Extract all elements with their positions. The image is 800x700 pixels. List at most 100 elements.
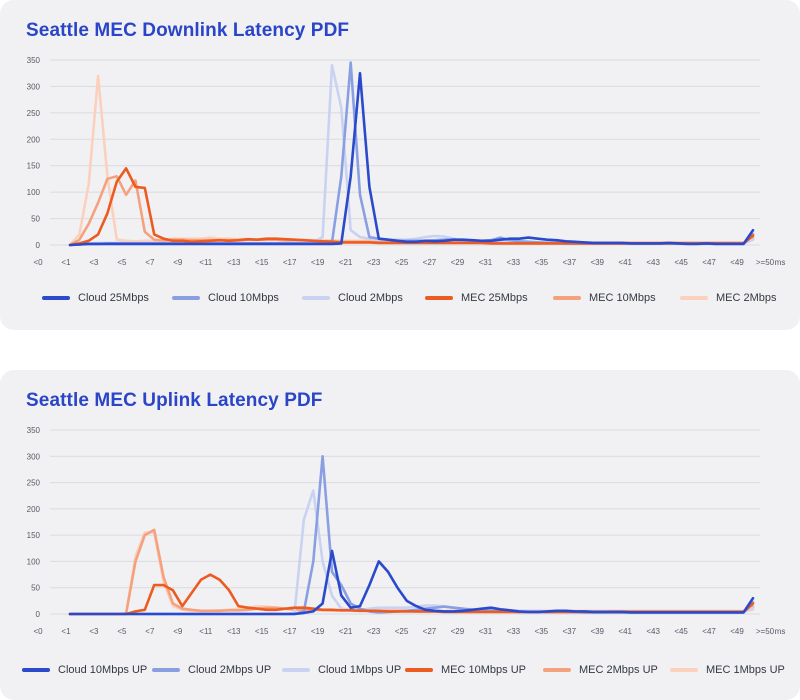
legend-swatch — [405, 668, 433, 672]
x-tick-label: <45 — [674, 258, 688, 267]
x-tick-label: <0 — [33, 258, 43, 267]
series-line-mec-25mbps — [68, 167, 755, 247]
legend-label: Cloud 25Mbps — [78, 292, 149, 304]
legend-item: MEC 10Mbps UP — [405, 662, 526, 678]
x-tick-label: <39 — [590, 258, 604, 267]
x-tick-label: <25 — [395, 627, 409, 636]
y-tick-label: 50 — [31, 215, 40, 224]
legend-item: Cloud 2Mbps — [302, 290, 403, 306]
x-tick-label: <5 — [117, 627, 127, 636]
legend-label: MEC 10Mbps UP — [441, 664, 526, 676]
x-tick-label: <35 — [535, 258, 549, 267]
x-tick-label: <25 — [395, 258, 409, 267]
y-tick-label: 0 — [36, 610, 41, 619]
y-tick-label: 100 — [27, 188, 41, 197]
legend-label: Cloud 10Mbps — [208, 292, 279, 304]
x-tick-label: <11 — [199, 627, 213, 636]
legend-label: MEC 2Mbps — [716, 292, 777, 304]
x-tick-label: <21 — [339, 627, 353, 636]
x-tick-label: <37 — [562, 258, 576, 267]
y-tick-label: 50 — [31, 584, 40, 593]
x-tick-label: <27 — [423, 258, 437, 267]
x-tick-label: <15 — [255, 627, 269, 636]
x-tick-label: <33 — [507, 627, 521, 636]
x-tick-label: <23 — [367, 258, 381, 267]
x-tick-label: >=50 — [756, 258, 775, 267]
x-tick-label: >=50 — [756, 627, 775, 636]
legend-item: Cloud 1Mbps UP — [282, 662, 401, 678]
y-tick-label: 350 — [27, 56, 41, 65]
legend-label: MEC 2Mbps UP — [579, 664, 658, 676]
x-tick-label: <29 — [451, 258, 465, 267]
series-line-mec-2mbps — [68, 74, 755, 247]
x-tick-label: <9 — [173, 258, 183, 267]
x-tick-label: <43 — [646, 258, 660, 267]
legend-swatch — [152, 668, 180, 672]
y-tick-label: 200 — [27, 505, 41, 514]
x-tick-label: <17 — [283, 258, 297, 267]
x-tick-label: <33 — [507, 258, 521, 267]
legend-swatch — [680, 296, 708, 300]
x-tick-label: <47 — [702, 258, 716, 267]
x-tick-label: <49 — [730, 258, 744, 267]
series-line-mec-10mbps — [68, 175, 755, 247]
legend-label: Cloud 1Mbps UP — [318, 664, 402, 676]
legend-item: Cloud 10Mbps — [172, 290, 279, 306]
x-tick-label: <15 — [255, 258, 269, 267]
x-unit-label: ms — [775, 627, 786, 636]
legend-label: Cloud 2Mbps — [338, 292, 403, 304]
x-tick-label: <1 — [61, 258, 71, 267]
legend-swatch — [553, 296, 581, 300]
legend-item: MEC 10Mbps — [553, 290, 656, 306]
y-tick-label: 350 — [27, 426, 41, 435]
legend-item: MEC 25Mbps — [425, 290, 528, 306]
legend-label: MEC 10Mbps — [589, 292, 656, 304]
uplink-chart-panel: Seattle MEC Uplink Latency PDF 0 50 100 150… — [0, 370, 800, 700]
x-tick-label: <11 — [199, 258, 213, 267]
series-line-cloud-25mbps — [68, 71, 755, 247]
x-tick-label: <13 — [227, 627, 241, 636]
y-tick-label: 0 — [36, 241, 41, 250]
x-tick-label: <5 — [117, 258, 127, 267]
x-tick-label: <41 — [618, 627, 632, 636]
downlink-chart-title: Seattle MEC Downlink Latency PDF — [26, 20, 350, 41]
legend-label: MEC 25Mbps — [461, 292, 528, 304]
y-tick-label: 300 — [27, 452, 41, 461]
x-tick-label: <17 — [283, 627, 297, 636]
legend-swatch — [670, 668, 698, 672]
series-line-mec-2mbps-up — [68, 528, 755, 616]
y-tick-label: 100 — [27, 557, 41, 566]
uplink-chart-title: Seattle MEC Uplink Latency PDF — [26, 390, 323, 411]
legend-item: MEC 1Mbps UP — [670, 662, 785, 678]
x-tick-label: <3 — [89, 258, 99, 267]
legend-swatch — [302, 296, 330, 300]
x-tick-label: <37 — [562, 627, 576, 636]
legend-swatch — [22, 668, 50, 672]
series-line-cloud-2mbps — [68, 64, 755, 247]
legend-swatch — [42, 296, 70, 300]
uplink-chart: 0 50 100 150 200 250 300 350 <0 <1 <3 <5 <7 <9 <11 <13 <… — [27, 426, 786, 636]
x-tick-label: <19 — [311, 627, 325, 636]
y-tick-label: 250 — [27, 109, 41, 118]
x-tick-label: <47 — [702, 627, 716, 636]
legend-swatch — [425, 296, 453, 300]
legend-label: Cloud 2Mbps UP — [188, 664, 272, 676]
x-tick-label: <7 — [145, 627, 155, 636]
x-tick-label: <43 — [646, 627, 660, 636]
legend-item: MEC 2Mbps — [680, 290, 777, 306]
x-tick-label: <29 — [451, 627, 465, 636]
x-tick-label: <9 — [173, 627, 183, 636]
y-tick-label: 200 — [27, 135, 41, 144]
x-tick-label: <1 — [61, 627, 71, 636]
x-tick-label: <7 — [145, 258, 155, 267]
downlink-chart: 0 50 100 150 200 250 300 350 <0 <1 <3 <5 <7 <9 <11 <13 <… — [27, 56, 786, 267]
y-tick-label: 150 — [27, 162, 41, 171]
x-tick-label: <35 — [535, 627, 549, 636]
x-tick-label: <3 — [89, 627, 99, 636]
y-tick-label: 150 — [27, 531, 41, 540]
legend-item: Cloud 25Mbps — [42, 290, 149, 306]
legend-item: Cloud 2Mbps UP — [152, 662, 271, 678]
legend-label: MEC 1Mbps UP — [706, 664, 785, 676]
downlink-chart-panel: Seattle MEC Downlink Latency PDF 0 50 100 1… — [0, 0, 800, 330]
y-tick-label: 250 — [27, 479, 41, 488]
